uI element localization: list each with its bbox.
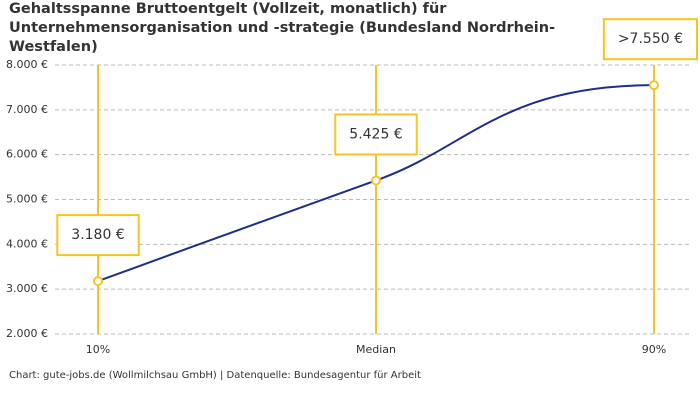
x-tick-label: 90%	[642, 343, 666, 356]
y-tick-label: 8.000 €	[6, 58, 48, 71]
y-tick-label: 6.000 €	[6, 148, 48, 161]
y-tick-label: 4.000 €	[6, 237, 48, 250]
source-note: Chart: gute-jobs.de (Wollmilchsau GmbH) …	[9, 370, 421, 381]
value-label: 5.425 €	[349, 126, 402, 142]
x-tick-label: Median	[356, 343, 396, 356]
x-tick-label: 10%	[86, 343, 110, 356]
y-tick-label: 3.000 €	[6, 282, 48, 295]
chart-title: Gehaltsspanne Bruttoentgelt (Vollzeit, m…	[9, 1, 556, 55]
y-tick-label: 5.000 €	[6, 193, 48, 206]
value-label-box	[56, 214, 140, 257]
value-label: >7.550 €	[618, 31, 683, 47]
point	[649, 80, 659, 91]
y-tick-label: 7.000 €	[6, 103, 48, 116]
point	[93, 276, 103, 287]
value-label: 3.180 €	[71, 227, 124, 243]
y-tick-label: 2.000 €	[6, 327, 48, 340]
value-label-box	[334, 113, 418, 156]
point	[371, 175, 381, 186]
value-label-box	[602, 18, 698, 61]
